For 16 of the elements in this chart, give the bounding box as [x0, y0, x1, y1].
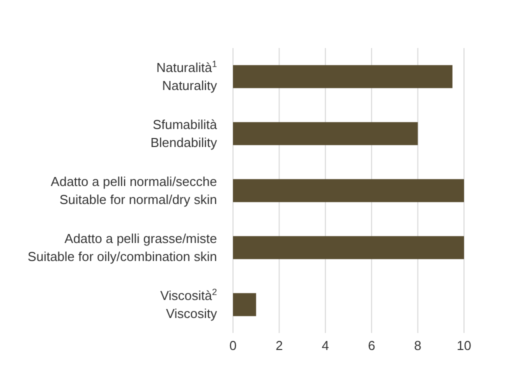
- y-tick-label: Sfumabilità Blendability: [150, 117, 218, 150]
- y-tick-label: Naturalità$^{1}$ Naturality: [156, 59, 218, 94]
- bar: [233, 293, 256, 316]
- x-tick-label: 8: [414, 338, 422, 354]
- y-tick-label: Viscosità$^{2}$ Viscosity: [160, 287, 218, 322]
- x-tick-label: 0: [229, 338, 237, 354]
- bar: [233, 122, 418, 146]
- bar: [233, 65, 452, 88]
- x-tick-label: 6: [368, 338, 376, 354]
- x-tick-label: 10: [456, 338, 472, 354]
- y-tick-label: Adatto a pelli normali/secche Suitable for normal/dry skin: [50, 174, 217, 208]
- bar: [233, 236, 464, 260]
- y-tick-label: Adatto a pelli grasse/miste Suitable for oily/combination skin: [28, 231, 217, 264]
- x-tick-label: 4: [322, 338, 330, 354]
- bar: [233, 179, 464, 202]
- x-tick-label: 2: [276, 338, 283, 354]
